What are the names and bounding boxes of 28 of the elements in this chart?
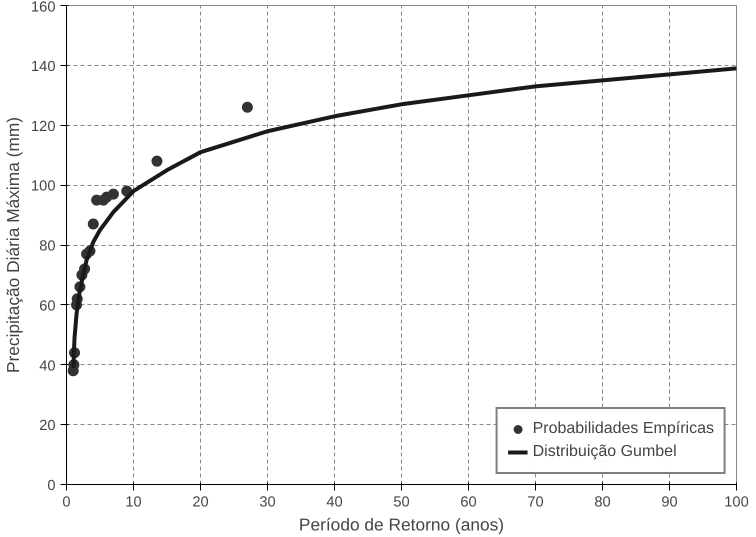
y-tick-label: 0 xyxy=(47,478,56,494)
x-tick-label: 100 xyxy=(724,494,749,510)
y-tick-label: 80 xyxy=(39,238,56,254)
point xyxy=(108,188,119,200)
x-axis-title: Período de Retorno (anos) xyxy=(298,514,504,534)
y-axis-title: Precipitação Diária Máxima (mm) xyxy=(3,116,24,374)
y-tick-label: 120 xyxy=(31,118,56,135)
y-tick-label: 100 xyxy=(31,178,56,195)
y-tick-label: 140 xyxy=(31,58,56,75)
x-tick-label: 50 xyxy=(393,494,410,510)
x-tick-label: 40 xyxy=(326,494,343,510)
y-tick-label: 40 xyxy=(39,358,56,374)
y-tick-label: 60 xyxy=(39,298,56,314)
point xyxy=(151,156,162,167)
x-tick-label: 20 xyxy=(192,494,209,510)
x-tick-label: 80 xyxy=(594,494,611,510)
x-tick-label: 0 xyxy=(62,494,71,510)
x-tick-label: 60 xyxy=(460,494,477,510)
legend-label: Probabilidades Empíricas xyxy=(532,420,714,438)
x-tick-label: 10 xyxy=(125,494,142,510)
x-tick-label: 70 xyxy=(527,494,544,510)
point xyxy=(88,218,99,230)
point xyxy=(242,102,253,113)
x-tick-label: 30 xyxy=(259,494,276,510)
y-tick-label: 20 xyxy=(39,418,56,434)
y-tick-label: 160 xyxy=(31,0,56,16)
legend-label: Distribuição Gumbel xyxy=(532,443,677,461)
x-tick-label: 90 xyxy=(661,494,678,510)
